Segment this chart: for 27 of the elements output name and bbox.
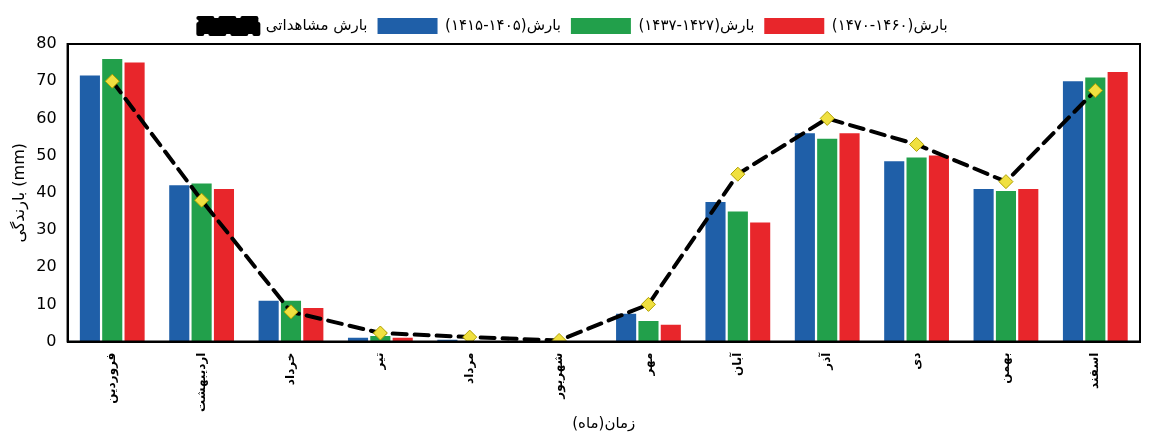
y-tick-label: 80 — [36, 33, 57, 53]
x-tick-label: مهر — [640, 352, 655, 377]
x-tick-label: تیر — [372, 352, 387, 371]
y-tick-label: 20 — [36, 256, 57, 276]
y-tick-label: 10 — [36, 293, 57, 313]
x-tick-label: دی — [908, 352, 923, 370]
y-tick-label: 50 — [36, 144, 57, 164]
x-tick-label: مرداد — [461, 352, 476, 384]
legend-label: بارش(۱۴۰۵-۱۴۱۵) — [445, 15, 561, 34]
x-tick-label: آذر — [818, 351, 834, 371]
y-tick-label: 30 — [36, 219, 57, 239]
x-tick-label: فروردین — [104, 352, 120, 404]
x-axis-title: زمان(ماه) — [572, 413, 636, 432]
legend-label: بارش مشاهداتی — [265, 15, 368, 34]
x-tick-label: بهمن — [998, 352, 1013, 384]
legend-label: بارش(۱۴۶۰-۱۴۷۰) — [831, 15, 948, 34]
y-axis-title: بارندگی (mm) — [8, 142, 29, 243]
x-tick-label: اردیبهشت — [193, 352, 208, 412]
y-tick-label: 0 — [46, 330, 57, 350]
x-tick-label: خرداد — [283, 352, 298, 386]
x-tick-label: شهریور — [551, 352, 567, 400]
y-tick-label: 70 — [36, 70, 57, 90]
y-tick-label: 40 — [36, 181, 57, 201]
x-tick-label: اسفند — [1087, 352, 1102, 389]
legend-label: بارش(۱۴۲۷-۱۴۳۷) — [638, 15, 755, 34]
x-tick-label: آبان — [728, 351, 744, 376]
y-tick-label: 60 — [36, 107, 57, 127]
